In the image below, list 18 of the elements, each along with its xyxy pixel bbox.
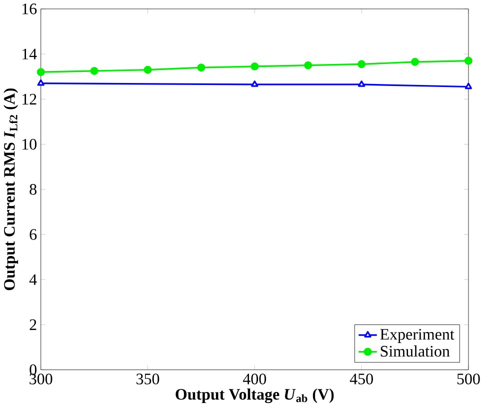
x-tick-label: 350 <box>136 374 160 385</box>
y-tick-label: 10 <box>22 139 36 150</box>
x-tick-label: 450 <box>350 374 373 385</box>
y-tick-label: 14 <box>22 48 37 60</box>
y-tick-label: 6 <box>30 229 37 240</box>
x-axis-title: Output Voltage U$_{ab}$ (V) <box>176 388 334 404</box>
x-tick-label: 400 <box>242 374 266 385</box>
y-tick-label: 8 <box>30 184 36 195</box>
legend-label: Simulation <box>380 346 450 357</box>
y-tick-label: 0 <box>30 364 36 376</box>
x-tick-label: 500 <box>457 374 480 385</box>
y-axis-title: Output Current RMS I$_{Lf2}$ (A) <box>4 88 18 290</box>
y-tick-label: 12 <box>22 94 36 105</box>
x-tick-label: 300 <box>30 374 52 385</box>
legend-label: Experiment <box>380 329 454 344</box>
y-tick-label: 16 <box>22 4 37 14</box>
y-tick-label: 4 <box>29 274 37 286</box>
y-tick-label: 2 <box>30 320 36 330</box>
